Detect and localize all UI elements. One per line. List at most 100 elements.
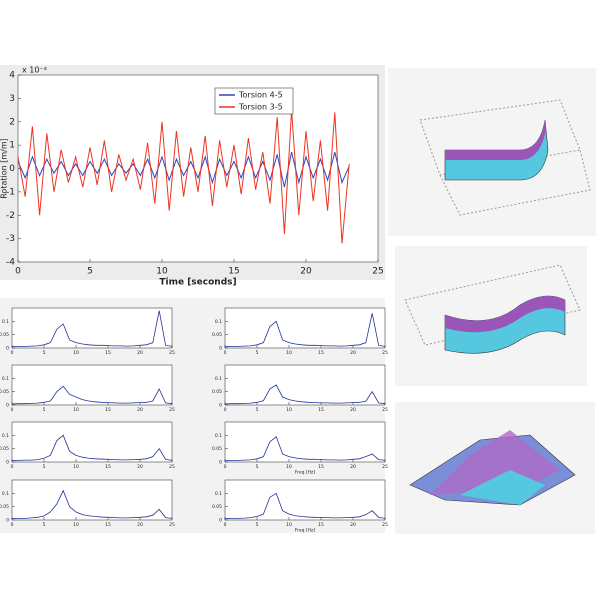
x-tick-label: 0: [11, 407, 14, 413]
x-tick-label: 10: [286, 350, 292, 356]
x-tick-label: 20: [350, 350, 356, 356]
y-tick-label: 0: [6, 518, 9, 524]
x-tick-label: 5: [256, 350, 259, 356]
x-tick-label: 15: [228, 267, 239, 277]
y-tick-label: 3: [9, 94, 15, 104]
x-tick-label: 10: [286, 407, 292, 413]
plot-area: [224, 307, 386, 349]
y-tick-label: 0.1: [2, 491, 9, 497]
y-tick-label: 0.05: [0, 446, 9, 452]
legend-box: [214, 87, 294, 115]
series-line: [17, 110, 350, 244]
x-tick-label: 10: [73, 350, 79, 356]
x-tick-label: 5: [43, 464, 46, 470]
y-tick-label: -2: [6, 211, 15, 221]
y-tick-label: 0.05: [212, 332, 222, 338]
x-tick-label: 25: [169, 464, 175, 470]
plot-area: [11, 479, 173, 521]
x-tick-label: 25: [372, 267, 383, 277]
x-tick-label: 25: [169, 350, 175, 356]
x-tick-label: 10: [73, 464, 79, 470]
x-tick-label: 5: [256, 407, 259, 413]
x-tick-label: 0: [11, 522, 14, 528]
series-line: [224, 492, 386, 520]
x-tick-label: 20: [300, 267, 312, 277]
legend-label: Torsion 4-5: [238, 91, 283, 100]
series-line: [11, 385, 173, 405]
plot-area: [224, 479, 386, 521]
series-line: [11, 310, 173, 348]
x-tick-label: 0: [15, 267, 21, 277]
x-tick-label: 5: [256, 464, 259, 470]
y-tick-label: 0: [219, 460, 222, 466]
x-tick-label: 10: [286, 522, 292, 528]
x-tick-label: 20: [137, 464, 143, 470]
x-tick-label: 15: [105, 350, 111, 356]
plot-area: [224, 364, 386, 406]
series-line: [11, 434, 173, 462]
series-line: [17, 152, 350, 188]
y-tick-label: 0: [6, 346, 9, 352]
y-tick-label: 0.1: [215, 376, 222, 382]
mode-shape-3: [395, 402, 595, 534]
x-tick-label: 10: [156, 267, 168, 277]
y-tick-label: 1: [9, 141, 15, 151]
y-tick-label: 4: [9, 71, 15, 81]
x-tick-label: 25: [169, 407, 175, 413]
x-tick-label: 0: [224, 464, 227, 470]
x-tick-label: 10: [286, 464, 292, 470]
plot-area: [224, 421, 386, 463]
x-tick-label: 20: [350, 464, 356, 470]
x-tick-label: 15: [105, 522, 111, 528]
x-axis-label: Freq [Hz]: [295, 469, 316, 475]
plot-area: [11, 364, 173, 406]
x-tick-label: 10: [73, 407, 79, 413]
y-tick-label: -4: [6, 258, 15, 268]
x-tick-label: 5: [43, 407, 46, 413]
plot-area: [11, 307, 173, 349]
x-tick-label: 15: [105, 464, 111, 470]
y-tick-label: 0.05: [0, 332, 9, 338]
series-line: [224, 313, 386, 348]
y-tick-label: 0: [219, 518, 222, 524]
x-tick-label: 0: [224, 522, 227, 528]
y-tick-label: 0: [219, 346, 222, 352]
y-tick-label: 0: [6, 460, 9, 466]
y-tick-label: 0.05: [0, 389, 9, 395]
plot-area: [11, 421, 173, 463]
x-tick-label: 25: [382, 407, 388, 413]
y-tick-label: 0.1: [2, 433, 9, 439]
x-tick-label: 20: [350, 407, 356, 413]
y-tick-label: 2: [9, 117, 15, 127]
y-tick-label: 0.1: [2, 319, 9, 325]
y-tick-label: 0.1: [215, 491, 222, 497]
x-axis-label: Freq [Hz]: [295, 527, 316, 533]
y-tick-label: 0: [9, 164, 15, 174]
y-tick-label: 0: [6, 403, 9, 409]
x-tick-label: 0: [224, 407, 227, 413]
x-tick-label: 25: [382, 350, 388, 356]
y-tick-label: -1: [6, 187, 15, 197]
x-tick-label: 15: [318, 407, 324, 413]
y-tick-label: 0.1: [215, 319, 222, 325]
y-tick-label: 0.05: [212, 446, 222, 452]
x-axis-label: Time [seconds]: [159, 277, 236, 287]
x-tick-label: 20: [350, 522, 356, 528]
x-tick-label: 10: [73, 522, 79, 528]
y-tick-label: 0: [219, 403, 222, 409]
mode-shape-1: [388, 68, 596, 236]
x-tick-label: 15: [318, 522, 324, 528]
y-tick-label: 0.05: [212, 504, 222, 510]
x-tick-label: 15: [318, 350, 324, 356]
x-tick-label: 0: [11, 350, 14, 356]
x-tick-label: 25: [382, 522, 388, 528]
x-tick-label: 5: [87, 267, 93, 277]
y-tick-label: -3: [6, 234, 15, 244]
x-tick-label: 25: [382, 464, 388, 470]
x-tick-label: 20: [137, 407, 143, 413]
series-line: [224, 384, 386, 405]
x-tick-label: 15: [105, 407, 111, 413]
y-tick-label: 0.1: [215, 433, 222, 439]
x-tick-label: 5: [256, 522, 259, 528]
